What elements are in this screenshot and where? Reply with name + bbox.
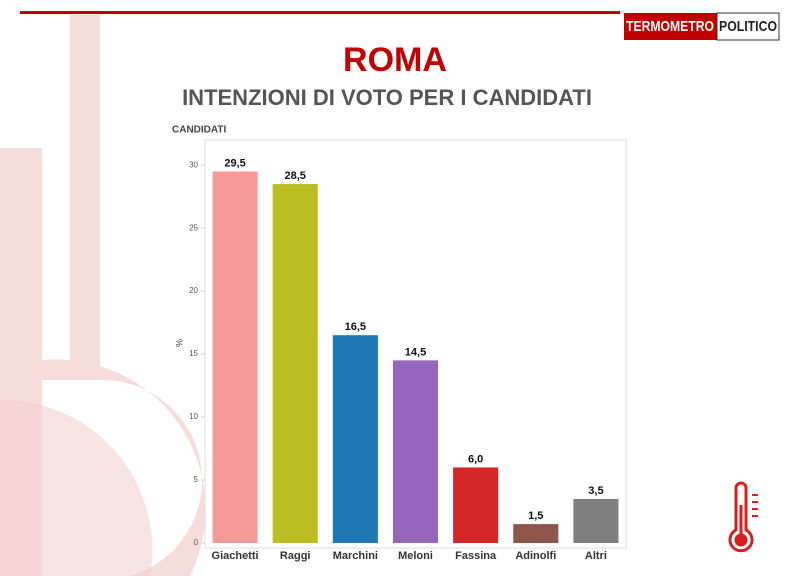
brand-left: TERMOMETRO xyxy=(626,18,714,35)
top-rule xyxy=(20,11,620,14)
y-tick-label: 0 xyxy=(194,538,199,547)
brand-logo: TERMOMETRO POLITICO xyxy=(624,12,780,41)
bar xyxy=(573,498,619,543)
bar xyxy=(392,360,439,543)
plot-frame xyxy=(204,139,627,549)
brand-right: POLITICO xyxy=(719,18,777,35)
thermometer-icon xyxy=(728,481,758,553)
bar xyxy=(212,171,258,543)
x-tick-label: Raggi xyxy=(280,550,311,562)
y-tick-label: 25 xyxy=(189,223,198,232)
x-tick-label: Fassina xyxy=(455,550,497,562)
value-label: 16,5 xyxy=(345,321,366,333)
y-tick-label: 15 xyxy=(189,349,198,358)
value-label: 6,0 xyxy=(468,453,483,465)
bar xyxy=(332,335,378,543)
y-tick-label: 5 xyxy=(194,475,199,484)
bar xyxy=(272,184,318,543)
bar xyxy=(453,467,499,543)
value-label: 28,5 xyxy=(285,170,306,182)
chart-title: ROMA xyxy=(343,41,447,79)
y-axis-label: % xyxy=(174,339,184,347)
bar xyxy=(513,524,559,543)
x-tick-label: Adinolfi xyxy=(515,550,556,562)
x-tick-label: Altri xyxy=(585,550,607,562)
background-decoration xyxy=(0,15,206,576)
value-label: 1,5 xyxy=(528,510,543,522)
value-label: 3,5 xyxy=(588,485,603,497)
value-label: 14,5 xyxy=(405,346,426,358)
chart-subtitle: INTENZIONI DI VOTO PER I CANDIDATI xyxy=(182,85,592,110)
x-tick-label: Marchini xyxy=(333,550,378,562)
legend-title: CANDIDATI xyxy=(172,125,226,136)
value-label: 29,5 xyxy=(224,157,245,169)
y-tick-label: 20 xyxy=(189,286,198,295)
y-tick-label: 10 xyxy=(189,412,198,421)
y-tick-label: 30 xyxy=(189,160,198,169)
x-tick-label: Giachetti xyxy=(212,550,259,562)
x-tick-label: Meloni xyxy=(398,550,433,562)
